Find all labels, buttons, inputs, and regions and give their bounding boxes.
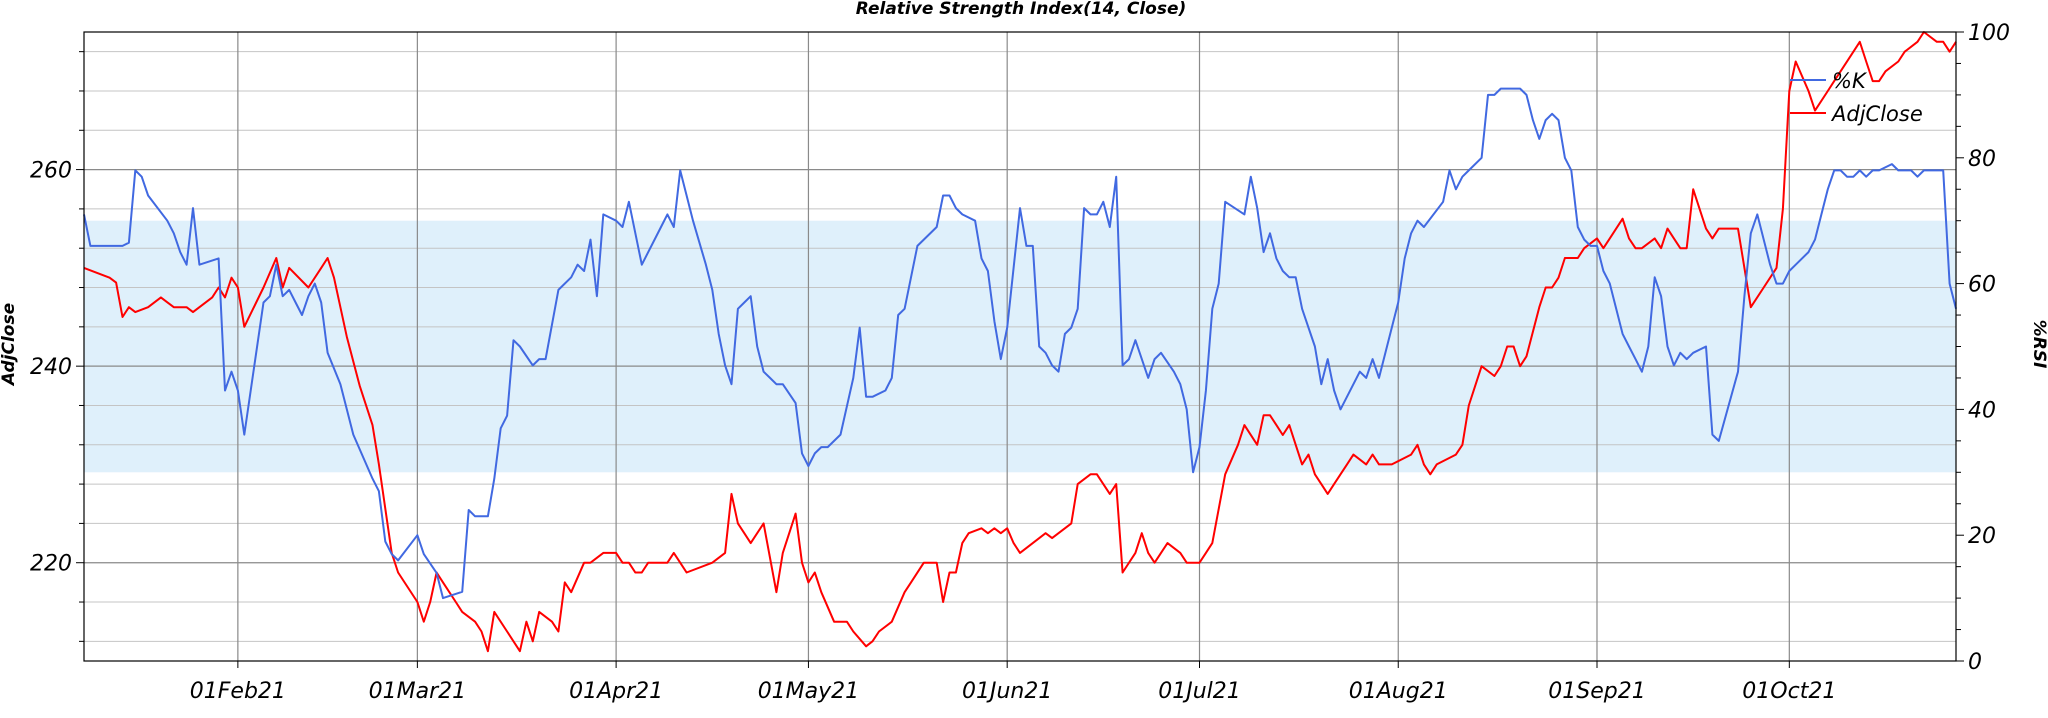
y-right-tick-label: 20 [1968, 524, 1996, 549]
y-left-tick-label: 220 [30, 552, 72, 577]
legend-label-adjclose: AdjClose [1830, 102, 1923, 126]
y-right-tick-label: 60 [1968, 273, 1996, 298]
y-left-tick-label: 260 [30, 159, 72, 184]
series-line-k [83, 87, 1957, 600]
series-line-adjclose [83, 31, 1957, 653]
x-tick-label: 01Jul21 [1158, 679, 1241, 704]
grid [84, 32, 1956, 661]
ticks: 220 240 260 0 20 40 60 80 100 01Feb21 01Mar21 01Apr… [30, 21, 2010, 704]
y-right-tick-label: 40 [1968, 398, 1996, 423]
y-left-tick-label: 240 [30, 355, 72, 380]
x-tick-label: 01Mar21 [369, 679, 467, 704]
y-axis-right-title: %RSI [2029, 320, 2048, 369]
y-right-tick-label: 0 [1968, 650, 1982, 675]
x-tick-label: 01Feb21 [190, 679, 286, 704]
rsi-band [84, 220, 1956, 473]
y-right-tick-label: 80 [1968, 147, 1996, 172]
x-tick-label: 01Oct21 [1742, 679, 1836, 704]
chart-title: Relative Strength Index(14, Close) [856, 0, 1187, 19]
x-tick-label: 01Apr21 [569, 679, 663, 704]
x-tick-label: 01May21 [758, 679, 859, 704]
series-layer [83, 31, 1957, 653]
x-tick-label: 01Jun21 [962, 679, 1052, 704]
y-axis-left-title: AdjClose [0, 303, 19, 387]
y-right-tick-label: 100 [1968, 21, 2010, 46]
legend: %K AdjClose [1790, 69, 1923, 126]
legend-label-k: %K [1832, 69, 1868, 93]
x-tick-label: 01Sep21 [1548, 679, 1645, 704]
x-tick-label: 01Aug21 [1349, 679, 1448, 704]
